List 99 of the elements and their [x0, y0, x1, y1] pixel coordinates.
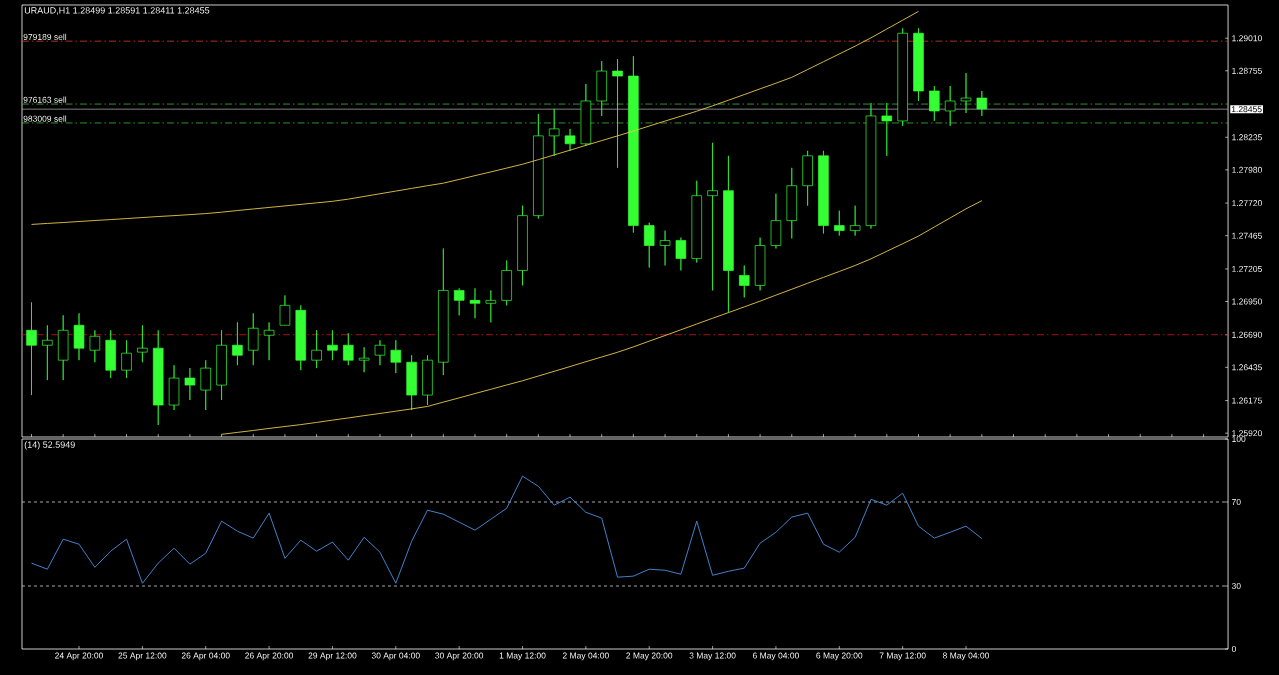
candlestick: [548, 108, 560, 157]
candlestick: [374, 339, 386, 366]
candlestick: [580, 83, 592, 147]
candlestick: [770, 193, 782, 249]
chart-title: URAUD,H1 1.28499 1.28591 1.28411 1.28455: [24, 7, 210, 15]
candlestick: [390, 339, 402, 374]
candlestick: [913, 27, 924, 102]
candlestick: [168, 364, 180, 411]
ref-line-label: 983009 sell: [23, 115, 67, 122]
candlestick: [263, 322, 275, 361]
x-tick-label: 26 Apr 04:00: [181, 652, 230, 661]
y-tick-label: 30: [1231, 582, 1241, 589]
candlestick: [929, 85, 940, 122]
y-tick-label: 1.27205: [1232, 265, 1262, 272]
candlestick: [944, 85, 956, 127]
candlestick: [834, 210, 845, 236]
candlestick: [343, 332, 354, 366]
ref-line-label: 979189 sell: [23, 33, 67, 40]
candlestick: [26, 302, 37, 396]
candlestick: [612, 58, 623, 169]
candlestick: [881, 102, 893, 157]
candlestick: [960, 72, 972, 114]
candlestick: [501, 260, 512, 306]
candlestick: [533, 113, 544, 219]
candlestick: [89, 329, 101, 363]
candlestick: [406, 354, 417, 411]
x-tick-label: 25 Apr 12:00: [118, 652, 167, 661]
y-tick-label: 1.28755: [1232, 67, 1262, 74]
x-tick-label: 30 Apr 04:00: [371, 652, 420, 661]
candlestick: [659, 230, 671, 266]
y-tick-label: 1.27980: [1232, 166, 1262, 173]
candlestick: [802, 150, 813, 207]
x-tick-label: 3 May 12:00: [689, 652, 736, 661]
x-tick-label: 6 May 04:00: [752, 652, 799, 661]
candlestick: [754, 237, 766, 291]
x-tick-label: 2 May 20:00: [626, 652, 673, 661]
candlestick: [137, 324, 148, 363]
candlestick: [42, 324, 53, 381]
candlestick: [327, 329, 338, 361]
y-tick-label: 1.25920: [1232, 430, 1262, 437]
y-tick-label: 1.26950: [1232, 298, 1262, 305]
candlestick: [438, 248, 449, 376]
candlestick: [469, 288, 481, 319]
x-tick-label: 8 May 04:00: [942, 652, 990, 661]
x-tick-label: 7 May 12:00: [879, 652, 926, 661]
candlestick: [707, 142, 718, 291]
candlestick: [897, 27, 908, 127]
candlestick: [976, 90, 988, 117]
y-tick-label: 100: [1232, 435, 1246, 442]
y-tick-label: 1.26175: [1232, 397, 1262, 404]
x-tick-label: 6 May 20:00: [816, 652, 863, 661]
ref-line-label: 1.28455: [1231, 106, 1262, 113]
x-tick-label: 30 Apr 20:00: [435, 652, 484, 661]
y-tick-label: 1.27465: [1232, 232, 1262, 239]
candlestick: [453, 288, 465, 316]
candlestick: [216, 329, 227, 401]
candlestick: [295, 305, 307, 371]
candlestick: [311, 329, 322, 369]
x-tick-label: 29 Apr 12:00: [308, 652, 357, 661]
candlestick: [849, 205, 861, 236]
candlestick: [105, 329, 116, 379]
candlestick: [247, 312, 259, 366]
y-tick-label: 1.26690: [1232, 331, 1262, 338]
candlestick: [517, 205, 528, 286]
chart-title: (14) 52.5949: [24, 441, 75, 450]
x-tick-label: 26 Apr 20:00: [245, 652, 294, 661]
candlestick: [628, 55, 639, 233]
candlestick: [691, 180, 702, 263]
candlestick: [738, 265, 750, 298]
candlestick: [723, 155, 734, 313]
ref-line-label: 976163 sell: [23, 96, 67, 103]
candlestick: [73, 312, 85, 361]
candlestick: [121, 339, 132, 379]
candlestick: [200, 359, 211, 411]
candlestick: [184, 367, 196, 401]
candlestick: [786, 167, 798, 239]
candlestick: [279, 295, 291, 326]
candlestick: [232, 322, 243, 366]
candlestick: [865, 102, 877, 229]
y-tick-label: 1.27720: [1232, 200, 1262, 207]
y-tick-label: 1.28235: [1232, 134, 1262, 141]
x-tick-label: 1 May 12:00: [499, 652, 546, 661]
candlestick: [643, 222, 655, 268]
x-tick-label: 2 May 04:00: [562, 652, 609, 661]
candlestick: [422, 354, 433, 406]
candlestick: [564, 128, 576, 152]
y-tick-label: 1.26435: [1232, 364, 1262, 371]
candlestick: [596, 60, 607, 117]
candlestick: [675, 237, 687, 271]
y-tick-label: 70: [1232, 498, 1241, 505]
x-tick-label: 24 Apr 20:00: [55, 652, 104, 661]
candlestick: [57, 314, 69, 381]
line-series: [31, 475, 983, 584]
candlestick: [818, 150, 829, 234]
y-tick-label: 0: [1231, 645, 1236, 652]
candlestick: [358, 346, 370, 373]
candlestick: [152, 329, 164, 426]
candlestick: [485, 290, 497, 323]
y-tick-label: 1.29010: [1232, 35, 1262, 42]
